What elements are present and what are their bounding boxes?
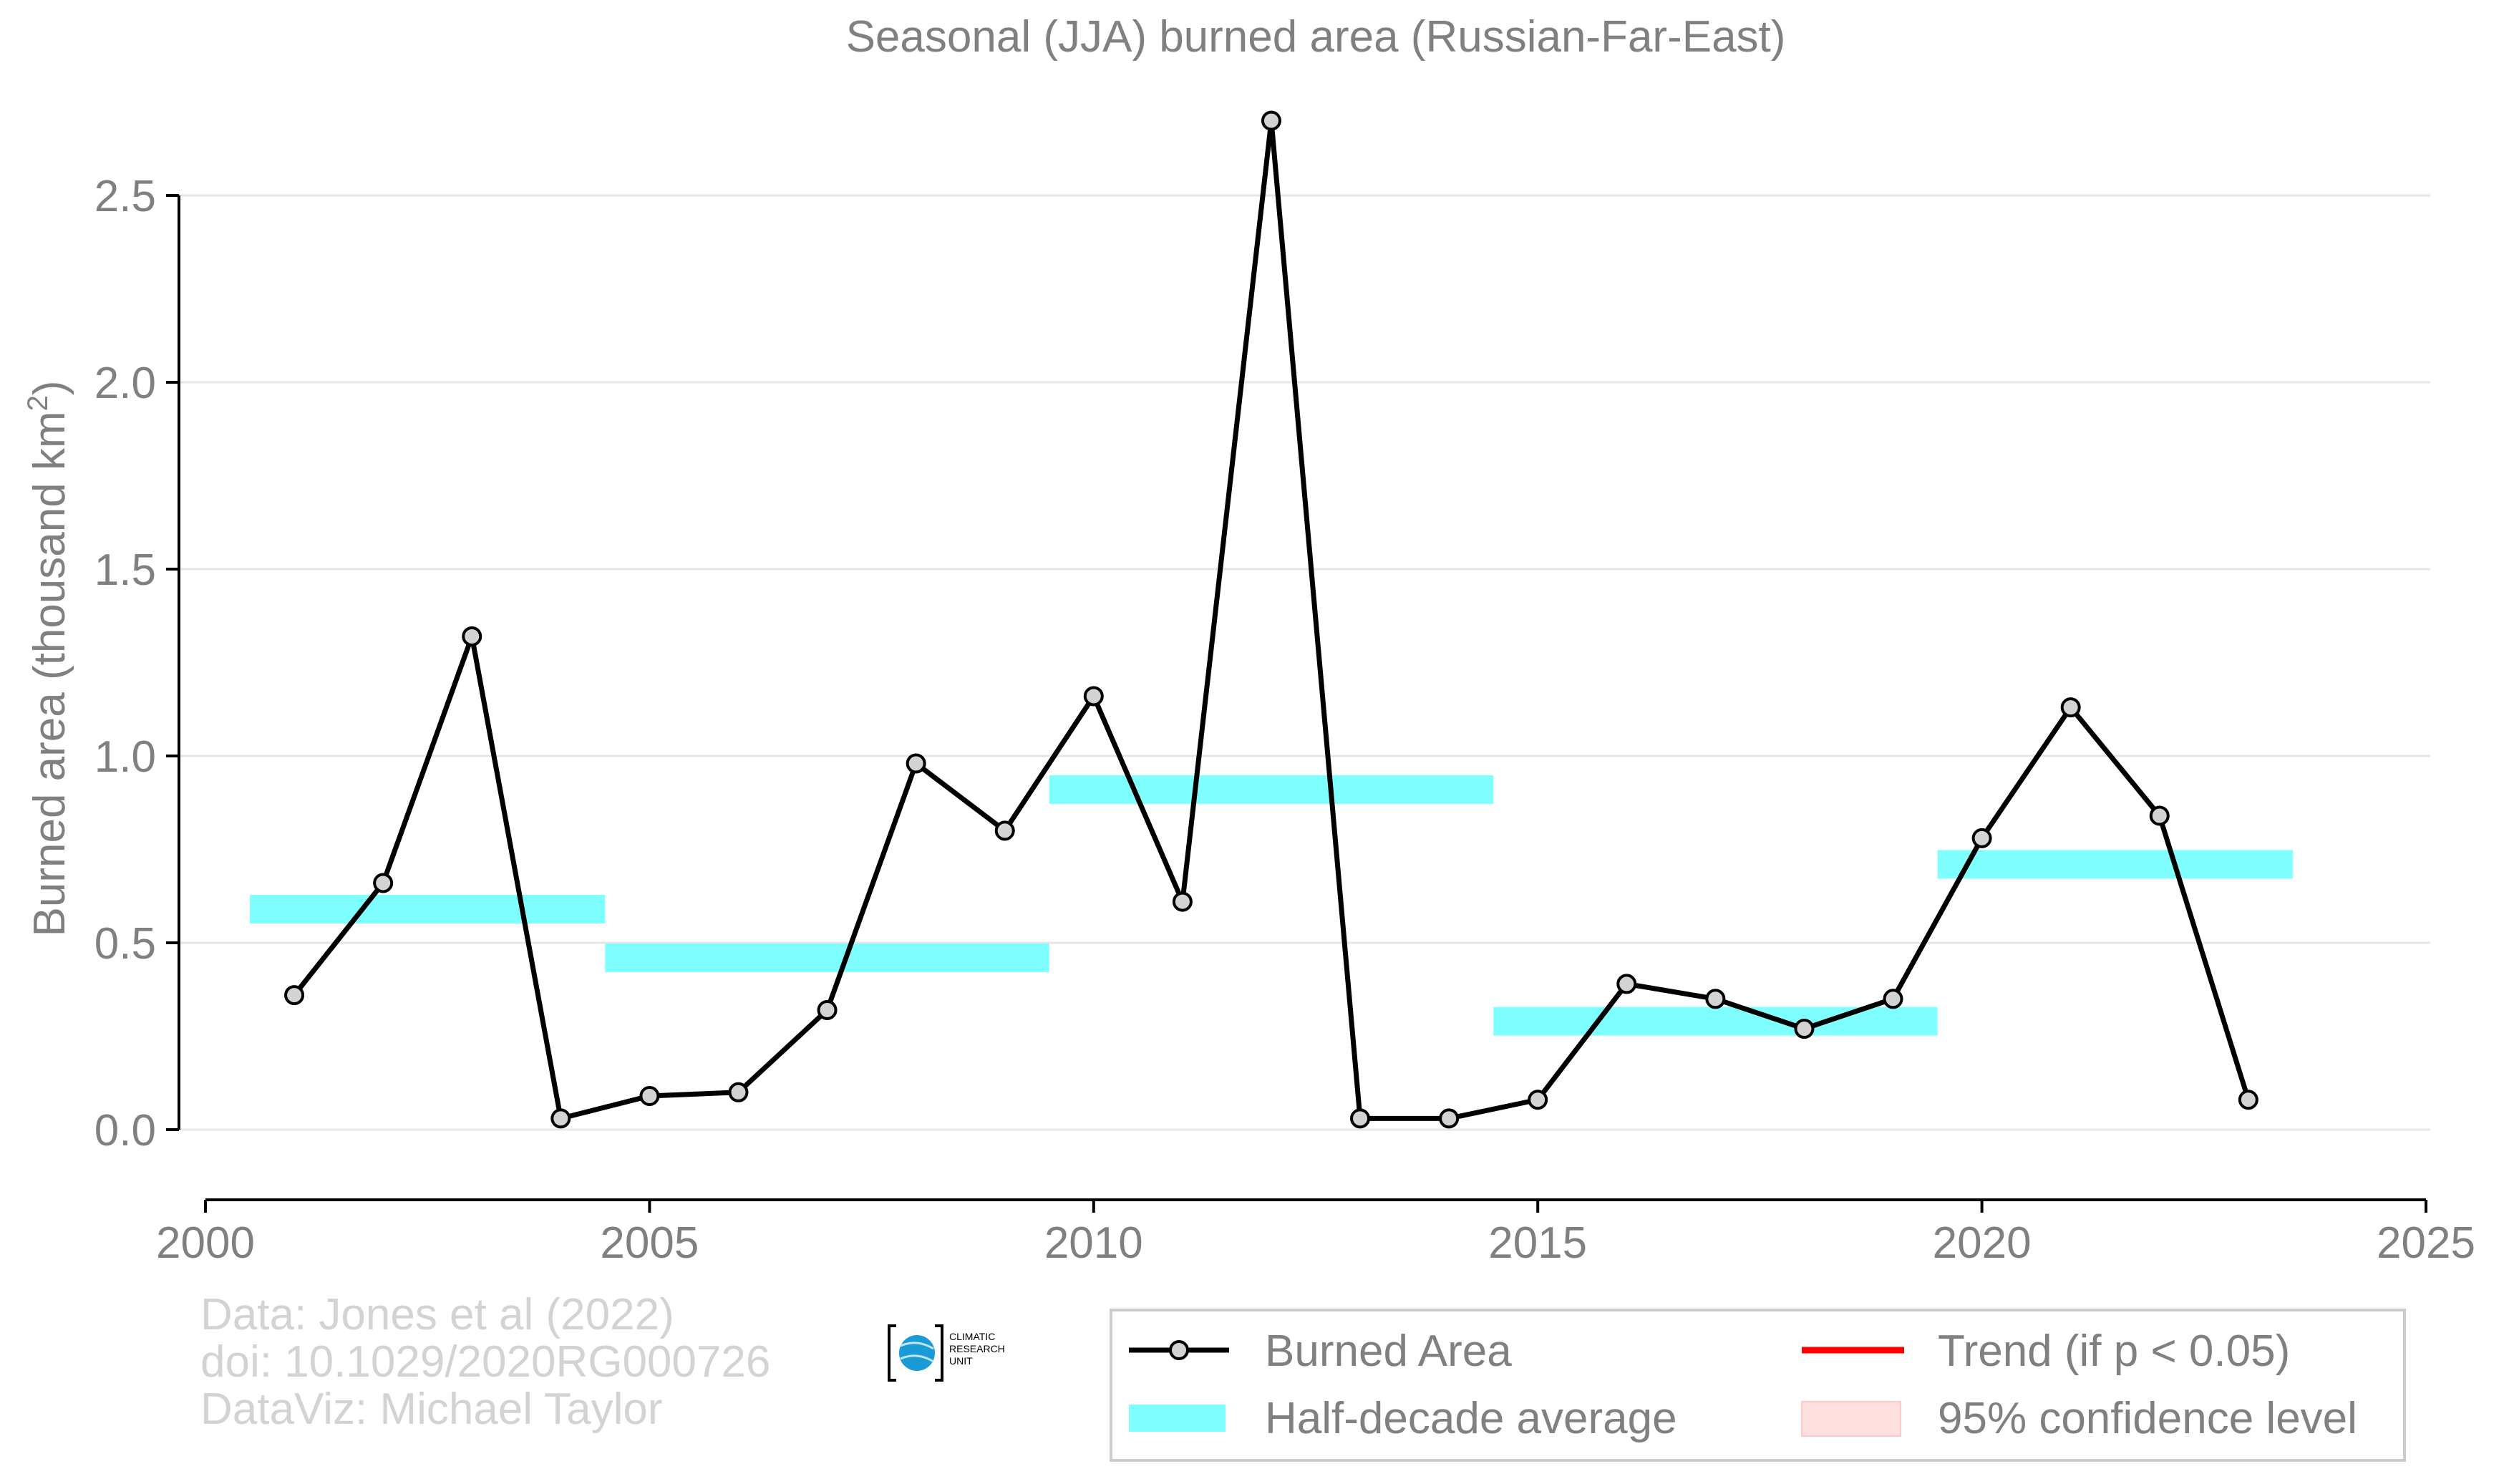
x-tick-label-2020: 2020 xyxy=(1933,1218,2032,1268)
y-tick-label-0: 0.0 xyxy=(94,1106,156,1155)
burned-area-point-2014 xyxy=(1439,1108,1460,1129)
legend-confidence-swatch xyxy=(1801,1401,1901,1437)
burned-area-point-2005 xyxy=(639,1086,660,1107)
globe-icon xyxy=(899,1335,935,1371)
y-tick-label-3: 1.5 xyxy=(94,545,156,595)
burned-area-point-2001 xyxy=(284,985,305,1006)
burned-area-point-2006 xyxy=(728,1082,749,1102)
chart-title: Seasonal (JJA) burned area (Russian-Far-… xyxy=(846,12,1786,62)
y-axis-ticks: 0.0 0.5 1.0 1.5 2.0 2.5 xyxy=(94,172,179,1155)
half-decade-bar-2 xyxy=(1049,775,1494,804)
half-decade-average-bands xyxy=(250,775,2293,1036)
credit-data: Data: Jones et al (2022) xyxy=(200,1290,674,1339)
half-decade-bar-1 xyxy=(605,943,1049,972)
x-tick-label-2000: 2000 xyxy=(156,1218,255,1268)
legend-trend-label: Trend (if p < 0.05) xyxy=(1938,1327,2290,1376)
cru-logo: CLIMATIC RESEARCH UNIT xyxy=(888,1324,1005,1382)
burned-area-point-2010 xyxy=(1083,686,1104,707)
burned-area-point-2020 xyxy=(1971,828,1992,848)
burned-area-point-2013 xyxy=(1350,1108,1371,1129)
y-axis-label: Burned area (thousand km2) xyxy=(22,380,74,936)
x-tick-label-2015: 2015 xyxy=(1488,1218,1587,1268)
grid xyxy=(179,194,2430,1131)
y-tick-label-1: 0.5 xyxy=(94,919,156,969)
burned-area-point-2016 xyxy=(1616,974,1637,994)
logo-text-line-3: UNIT xyxy=(949,1355,973,1367)
burned-area-point-2015 xyxy=(1528,1090,1548,1110)
y-axis-label-close: ) xyxy=(25,380,74,395)
x-tick-label-2005: 2005 xyxy=(600,1218,699,1268)
y-axis-label-main: Burned area (thousand km xyxy=(25,411,74,936)
legend-half-decade-label: Half-decade average xyxy=(1265,1394,1677,1443)
burned-area-point-2011 xyxy=(1172,891,1193,912)
half-decade-bar-3 xyxy=(1493,1007,1938,1036)
burned-area-point-2021 xyxy=(2060,697,2081,718)
burned-area-point-2022 xyxy=(2149,805,2170,826)
axes xyxy=(178,195,2426,1201)
logo-bracket-left xyxy=(888,1324,896,1382)
burned-area-point-2017 xyxy=(1705,989,1726,1009)
burned-area-point-2003 xyxy=(462,626,482,646)
burned-area-series xyxy=(284,110,2258,1129)
legend: Burned Area Trend (if p < 0.05) Half-dec… xyxy=(1110,1309,2406,1462)
burned-area-point-2004 xyxy=(550,1108,571,1129)
credit-doi: doi: 10.1029/2020RG000726 xyxy=(200,1337,770,1387)
burned-area-point-2002 xyxy=(373,873,394,893)
y-tick-label-4: 2.0 xyxy=(94,359,156,408)
logo-bracket-right xyxy=(935,1324,943,1382)
legend-burned-area-label: Burned Area xyxy=(1265,1327,1512,1376)
legend-burned-area-marker xyxy=(1169,1340,1189,1360)
burned-area-point-2012 xyxy=(1261,110,1281,131)
burned-area-point-2018 xyxy=(1794,1019,1815,1039)
globe-lines xyxy=(900,1342,934,1363)
burned-area-point-2019 xyxy=(1883,989,1903,1009)
legend-confidence-label: 95% confidence level xyxy=(1938,1394,2357,1443)
burned-area-point-2023 xyxy=(2238,1090,2258,1110)
burned-area-point-2008 xyxy=(906,753,926,774)
legend-box xyxy=(1110,1309,2406,1462)
x-tick-label-2025: 2025 xyxy=(2377,1218,2475,1268)
credits: Data: Jones et al (2022) doi: 10.1029/20… xyxy=(200,1290,770,1434)
y-axis-label-superscript: 2 xyxy=(22,395,54,411)
logo-text-line-1: CLIMATIC xyxy=(949,1331,995,1342)
half-decade-bar-4 xyxy=(1937,850,2293,879)
y-tick-label-2: 1.0 xyxy=(94,732,156,782)
legend-half-decade-swatch xyxy=(1129,1405,1226,1432)
credit-dataviz: DataViz: Michael Taylor xyxy=(200,1384,663,1434)
burned-area-point-2007 xyxy=(817,999,838,1020)
burned-area-point-2009 xyxy=(994,820,1015,841)
logo-text-line-2: RESEARCH xyxy=(949,1343,1005,1354)
x-tick-label-2010: 2010 xyxy=(1044,1218,1143,1268)
half-decade-bar-0 xyxy=(250,895,606,924)
y-tick-label-5: 2.5 xyxy=(94,172,156,221)
x-axis-ticks: 2000 2005 2010 2015 2020 2025 xyxy=(156,1200,2475,1268)
